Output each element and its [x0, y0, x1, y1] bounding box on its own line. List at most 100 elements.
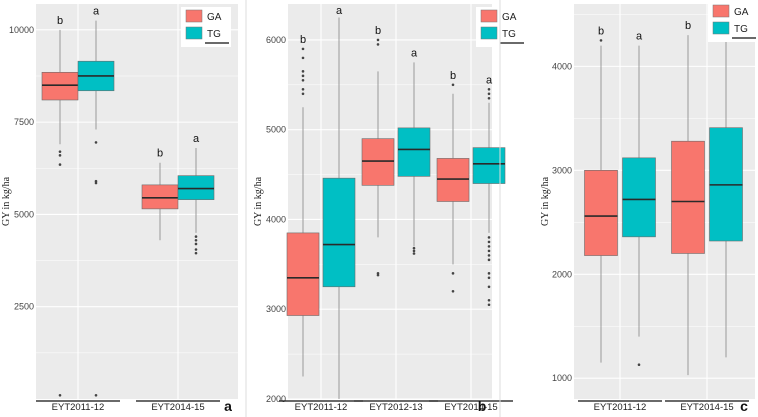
box-ga-eyt2014-15: b	[141, 148, 179, 241]
outlier-point	[487, 272, 491, 275]
y-tick-label: 2000	[266, 394, 286, 404]
box-tg-eyt2011-12: a	[322, 5, 356, 399]
outlier-point	[487, 276, 491, 280]
panel-letter: a	[224, 398, 232, 414]
panel-a: 2500 5000 7500 10000 GY in kg/ha b a EYT2011-12…	[1, 0, 247, 417]
significance-letter: b	[375, 25, 381, 37]
outlier-point	[599, 39, 603, 42]
y-tick-label: 2000	[552, 269, 572, 279]
outlier-point	[487, 245, 491, 248]
panel-b: 2000 3000 4000 5000 6000 GY in kg/ha b a EYT2011…	[253, 0, 526, 417]
significance-letter: a	[336, 5, 343, 17]
outlier-point	[301, 87, 305, 91]
outlier-point	[194, 251, 198, 255]
box-ga-eyt2011-12: b	[286, 34, 320, 377]
y-axis-label: GY in kg/ha	[1, 176, 12, 226]
box-body	[141, 184, 179, 210]
outlier-point	[194, 238, 198, 242]
outlier-point	[412, 246, 416, 250]
x-category-label: EYT2012-13	[369, 402, 422, 413]
x-category-label: EYT2011-12	[295, 402, 348, 413]
significance-letter: b	[450, 70, 456, 82]
significance-letter: a	[636, 31, 643, 43]
box-body	[397, 127, 431, 177]
box-body	[361, 138, 395, 186]
outlier-point	[487, 236, 491, 239]
box-tg-eyt2014-15: a	[709, 25, 743, 358]
y-tick-label: 6000	[266, 35, 286, 45]
box-body	[622, 157, 656, 238]
legend-key-tg	[480, 26, 498, 40]
y-axis-label: GY in kg/ha	[253, 176, 264, 226]
y-tick-label: 4000	[552, 61, 572, 71]
outlier-point	[487, 285, 491, 289]
legend: GA TG	[708, 2, 758, 42]
outlier-point	[58, 150, 62, 153]
outlier-point	[94, 181, 98, 185]
y-axis-label: GY in kg/ha	[540, 176, 551, 226]
legend: GA TG	[476, 7, 526, 47]
outlier-point	[58, 154, 62, 157]
outlier-point	[376, 43, 380, 46]
outlier-point	[301, 47, 305, 51]
y-tick-label: 3000	[552, 165, 572, 175]
box-ga-eyt2011-12: b	[41, 15, 79, 397]
box-body	[436, 158, 470, 202]
outlier-point	[487, 254, 491, 257]
outlier-point	[376, 38, 380, 42]
y-tick-label: 5000	[266, 125, 286, 135]
outlier-point	[58, 163, 62, 166]
outlier-point	[487, 303, 491, 307]
box-ga-eyt2012-13: b	[361, 25, 395, 277]
legend-key-ga	[480, 9, 498, 23]
significance-letter: b	[598, 25, 604, 37]
outlier-point	[301, 56, 305, 60]
outlier-point	[487, 240, 491, 244]
box-body	[41, 71, 79, 101]
legend-label-tg: TG	[734, 24, 748, 35]
legend-key-tg	[185, 26, 203, 40]
outlier-point	[412, 252, 416, 255]
outlier-point	[58, 394, 62, 397]
legend-key-tg	[712, 21, 730, 35]
y-tick-label: 10000	[9, 25, 34, 35]
outlier-point	[487, 92, 491, 96]
outlier-point	[376, 272, 380, 275]
y-tick-label: 3000	[266, 304, 286, 314]
outlier-point	[301, 74, 305, 78]
legend-label-ga: GA	[207, 12, 222, 23]
outlier-point	[451, 289, 455, 293]
outlier-point	[487, 96, 491, 100]
box-tg-eyt2014-15: a	[177, 133, 215, 255]
box-tg-eyt2011-12: a	[622, 31, 656, 366]
legend-key-ga	[712, 4, 730, 18]
outlier-point	[487, 258, 491, 262]
box-body	[322, 177, 356, 288]
outlier-point	[94, 179, 98, 183]
legend-label-tg: TG	[502, 29, 516, 40]
outlier-point	[487, 87, 491, 91]
outlier-point	[376, 273, 380, 277]
legend-label-tg: TG	[207, 29, 221, 40]
outlier-point	[194, 242, 198, 246]
box-body	[286, 232, 320, 316]
panel-letter: c	[740, 398, 748, 414]
x-category-label: EYT2011-12	[594, 402, 647, 413]
plot-background	[36, 4, 238, 399]
significance-letter: b	[157, 148, 163, 160]
box-tg-eyt2011-12: a	[77, 6, 115, 397]
significance-letter: a	[193, 133, 200, 145]
significance-letter: b	[300, 34, 306, 46]
legend-key-ga	[185, 9, 203, 23]
significance-letter: b	[685, 20, 691, 32]
outlier-point	[194, 235, 198, 238]
panel-c: 1000 2000 3000 4000 GY in kg/ha b a EYT2011-12 b…	[540, 2, 758, 414]
legend-label-ga: GA	[734, 7, 749, 18]
outlier-point	[487, 249, 491, 253]
y-tick-label: 1000	[552, 373, 572, 383]
box-ga-eyt2014-15: b	[436, 70, 470, 293]
outlier-point	[637, 363, 641, 366]
box-ga-eyt2011-12: b	[584, 25, 618, 363]
x-category-label: EYT2014-15	[680, 402, 733, 413]
